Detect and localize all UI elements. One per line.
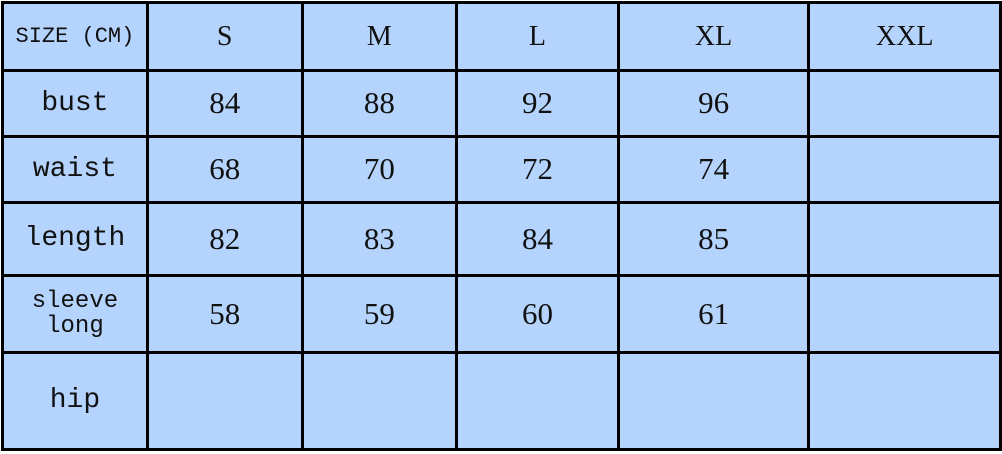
- table-cell: 58: [145, 274, 304, 354]
- table-cell: 92: [455, 69, 620, 138]
- table-cell: 84: [145, 69, 304, 138]
- table-cell: [807, 135, 1002, 204]
- row-label-line: long: [46, 313, 104, 340]
- row-label-line: sleeve: [31, 287, 119, 315]
- row-label-bust: bust: [1, 69, 149, 138]
- table-cell: [616, 351, 811, 451]
- table-cell: 88: [300, 69, 459, 138]
- table-cell: 70: [300, 135, 459, 204]
- corner-label: SIZE (CM): [1, 1, 149, 72]
- table-cell: 84: [455, 201, 620, 277]
- table-cell: [455, 351, 620, 451]
- table-cell: 60: [455, 274, 620, 354]
- size-header-l: L: [455, 1, 620, 72]
- size-header-xl: XL: [616, 1, 811, 72]
- size-header-xxl: XXL: [807, 1, 1002, 72]
- row-label-length: length: [1, 201, 149, 277]
- row-label-hip: hip: [1, 351, 149, 451]
- table-cell: [300, 351, 459, 451]
- table-cell: [145, 351, 304, 451]
- table-cell: 68: [145, 135, 304, 204]
- table-cell: 96: [616, 69, 811, 138]
- size-header-s: S: [145, 1, 304, 72]
- table-row: bust 84 88 92 96: [1, 69, 1002, 138]
- table-cell: [807, 69, 1002, 138]
- table-row: hip: [1, 351, 1002, 451]
- row-label-sleeve-long: sleeve long: [1, 274, 149, 354]
- table-cell: [807, 351, 1002, 451]
- table-row: waist 68 70 72 74: [1, 135, 1002, 204]
- table-cell: [807, 201, 1002, 277]
- table-row: length 82 83 84 85: [1, 201, 1002, 277]
- table-cell: 74: [616, 135, 811, 204]
- row-label-waist: waist: [1, 135, 149, 204]
- table-cell: 83: [300, 201, 459, 277]
- size-header-m: M: [300, 1, 459, 72]
- table-row: sleeve long 58 59 60 61: [1, 274, 1002, 354]
- table-cell: 85: [616, 201, 811, 277]
- header-row: SIZE (CM) S M L XL XXL: [1, 1, 1002, 72]
- table-cell: 59: [300, 274, 459, 354]
- table-cell: [807, 274, 1002, 354]
- table-cell: 82: [145, 201, 304, 277]
- table-cell: 72: [455, 135, 620, 204]
- table-cell: 61: [616, 274, 811, 354]
